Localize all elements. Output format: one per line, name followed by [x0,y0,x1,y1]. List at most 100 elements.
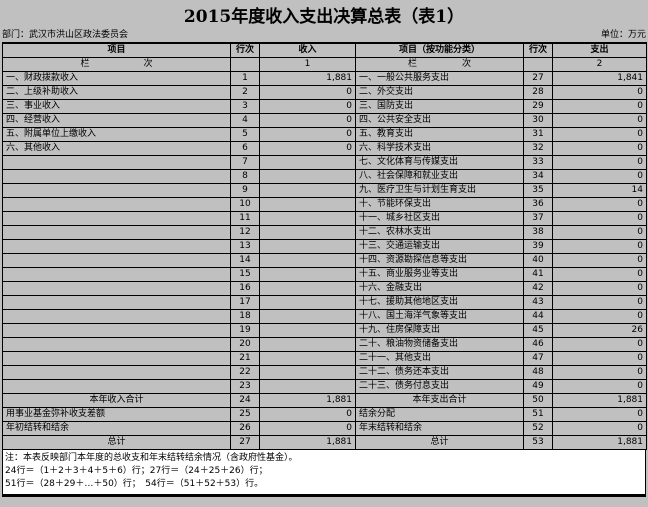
income-cell [259,281,356,296]
rowno-cell-left: 1 [230,71,260,86]
rowno-cell-left: 18 [230,309,260,324]
item-cell-left [2,169,231,184]
rowno-cell-left: 3 [230,99,260,114]
footnote-line-2: 24行＝（1＋2＋3＋4＋5＋6）行；27行＝（24＋25＋26）行； [5,466,268,476]
income-cell [259,365,356,380]
expenditure-cell: 0 [552,309,647,324]
rowno-cell-left: 13 [230,239,260,254]
rowno-cell-left: 24 [230,393,260,408]
footnotes: 注：本表反映部门本年度的总收支和年末结转结余情况（含政府性基金）。 24行＝（1… [2,450,646,497]
rowno-cell-left: 15 [230,267,260,282]
item-cell-left [2,267,231,282]
table-row: 六、其他收入 6 0 六、科学技术支出 32 0 [2,141,647,156]
expenditure-cell: 0 [552,421,647,436]
item-cell-left [2,281,231,296]
rowno-cell-right: 35 [523,183,553,198]
column-index-expenditure: 2 [552,57,647,72]
rowno-cell-left: 8 [230,169,260,184]
item-cell-right: 十八、国土海洋气象等支出 [355,309,524,324]
rowno-cell-right: 49 [523,379,553,394]
expenditure-cell: 1,841 [552,71,647,86]
income-cell [259,197,356,212]
item-cell-right: 八、社会保障和就业支出 [355,169,524,184]
item-cell-right: 三、国防支出 [355,99,524,114]
rowno-cell-left: 23 [230,379,260,394]
table-row: 二、上级补助收入 2 0 二、外交支出 28 0 [2,85,647,100]
rowno-cell-right: 31 [523,127,553,142]
income-cell [259,295,356,310]
rowno-cell-left: 11 [230,211,260,226]
table-row: 16 十六、金融支出 42 0 [2,281,647,296]
table-row: 本年收入合计 24 1,881 本年支出合计 50 1,881 [2,393,647,408]
rowno-cell-left: 4 [230,113,260,128]
item-cell-left [2,323,231,338]
item-cell-left: 四、经营收入 [2,113,231,128]
income-cell [259,379,356,394]
item-cell-right: 十九、住房保障支出 [355,323,524,338]
income-cell: 0 [259,127,356,142]
item-cell-right: 五、教育支出 [355,127,524,142]
rowno-cell-right: 45 [523,323,553,338]
rowno-cell-right: 44 [523,309,553,324]
item-cell-left: 三、事业收入 [2,99,231,114]
band-blank-right [523,57,553,72]
expenditure-cell: 0 [552,239,647,254]
header-rowno-right: 行次 [523,42,553,58]
income-cell [259,155,356,170]
rowno-cell-left: 7 [230,155,260,170]
column-index-row: 栏 次 1 栏 次 2 [2,57,647,72]
expenditure-cell: 1,881 [552,393,647,408]
table-row: 11 十一、城乡社区支出 37 0 [2,211,647,226]
expenditure-cell: 0 [552,351,647,366]
rowno-cell-right: 41 [523,267,553,282]
income-cell: 1,881 [259,393,356,408]
item-cell-right: 十二、农林水支出 [355,225,524,240]
page-title: 2015年度收入支出决算总表（表1） [183,7,465,27]
table-row: 年初结转和结余 26 0 年末结转和结余 52 0 [2,421,647,436]
income-cell [259,267,356,282]
item-cell-left [2,365,231,380]
table-row: 19 十九、住房保障支出 45 26 [2,323,647,338]
rowno-cell-left: 26 [230,421,260,436]
item-cell-left: 年初结转和结余 [2,421,231,436]
expenditure-cell: 0 [552,225,647,240]
item-cell-left [2,295,231,310]
item-cell-right: 一、一般公共服务支出 [355,71,524,86]
table-row: 21 二十一、其他支出 47 0 [2,351,647,366]
expenditure-cell: 26 [552,323,647,338]
item-cell-left: 本年收入合计 [2,393,231,408]
table-row: 总计 27 1,881 总计 53 1,881 [2,435,647,450]
rowno-cell-right: 50 [523,393,553,408]
table-body: 一、财政拨款收入 1 1,881 一、一般公共服务支出 27 1,841 二、上级补助收入 2… [2,71,647,450]
rowno-cell-right: 27 [523,71,553,86]
income-cell: 0 [259,421,356,436]
table-row: 三、事业收入 3 0 三、国防支出 29 0 [2,99,647,114]
item-cell-left [2,183,231,198]
item-cell-left [2,337,231,352]
table-row: 一、财政拨款收入 1 1,881 一、一般公共服务支出 27 1,841 [2,71,647,86]
item-cell-right: 七、文化体育与传媒支出 [355,155,524,170]
table-row: 8 八、社会保障和就业支出 34 0 [2,169,647,184]
expenditure-cell: 0 [552,127,647,142]
item-cell-left: 一、财政拨款收入 [2,71,231,86]
table-row: 12 十二、农林水支出 38 0 [2,225,647,240]
rowno-cell-left: 9 [230,183,260,198]
item-cell-left: 用事业基金弥补收支差额 [2,407,231,422]
item-cell-left: 总计 [2,435,231,450]
item-cell-right: 结余分配 [355,407,524,422]
table-row: 用事业基金弥补收支差额 25 0 结余分配 51 0 [2,407,647,422]
item-cell-right: 十一、城乡社区支出 [355,211,524,226]
rowno-cell-right: 39 [523,239,553,254]
item-cell-left [2,211,231,226]
column-index-income: 1 [259,57,356,72]
item-cell-right: 十四、资源勘探信息等支出 [355,253,524,268]
header-item-left: 项目 [2,42,231,58]
item-cell-left: 二、上级补助收入 [2,85,231,100]
rowno-cell-left: 14 [230,253,260,268]
accounts-table: 项目 行次 收入 项目（按功能分类） 行次 支出 栏 次 1 栏 次 2 一、财… [2,42,647,450]
rowno-cell-left: 2 [230,85,260,100]
income-cell [259,253,356,268]
income-cell [259,225,356,240]
rowno-cell-right: 51 [523,407,553,422]
